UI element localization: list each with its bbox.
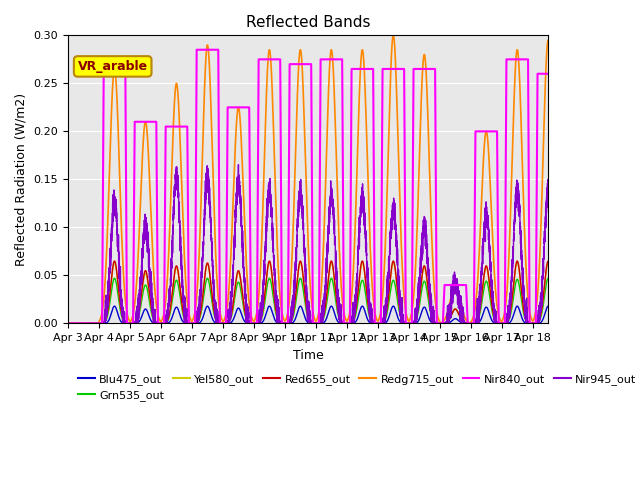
Redg715_out: [390, 33, 397, 38]
Red655_out: [560, 321, 568, 326]
Yel580_out: [458, 318, 466, 324]
Nir945_out: [458, 313, 466, 319]
Blu475_out: [545, 303, 552, 309]
Red655_out: [64, 321, 72, 326]
Yel580_out: [379, 319, 387, 325]
Grn535_out: [64, 321, 72, 326]
Nir840_out: [458, 282, 466, 288]
Blu475_out: [64, 321, 72, 326]
Red655_out: [458, 318, 466, 324]
Nir840_out: [89, 321, 97, 326]
Red655_out: [545, 258, 552, 264]
Redg715_out: [89, 321, 97, 326]
Y-axis label: Reflected Radiation (W/m2): Reflected Radiation (W/m2): [15, 93, 28, 266]
Grn535_out: [358, 279, 365, 285]
Nir945_out: [379, 318, 387, 324]
Yel580_out: [545, 260, 552, 266]
Title: Reflected Bands: Reflected Bands: [246, 15, 371, 30]
Blu475_out: [458, 320, 466, 326]
Yel580_out: [89, 321, 97, 326]
Line: Red655_out: Red655_out: [68, 261, 564, 324]
Line: Blu475_out: Blu475_out: [68, 306, 564, 324]
Yel580_out: [244, 318, 252, 324]
Redg715_out: [458, 305, 466, 311]
Nir945_out: [560, 321, 568, 326]
Redg715_out: [379, 288, 387, 294]
Nir945_out: [244, 314, 252, 320]
Nir840_out: [560, 321, 568, 326]
Line: Nir840_out: Nir840_out: [68, 50, 564, 324]
Nir945_out: [235, 162, 243, 168]
Red655_out: [379, 319, 387, 325]
Nir840_out: [193, 47, 200, 53]
Blu475_out: [560, 321, 568, 326]
Red655_out: [358, 261, 365, 266]
Red655_out: [89, 321, 97, 326]
Blu475_out: [379, 321, 387, 326]
Yel580_out: [64, 321, 72, 326]
Line: Grn535_out: Grn535_out: [68, 278, 564, 324]
Grn535_out: [379, 320, 387, 325]
Redg715_out: [560, 321, 568, 326]
Nir840_out: [358, 66, 365, 72]
Red655_out: [431, 320, 439, 326]
Grn535_out: [458, 318, 466, 324]
Nir840_out: [379, 66, 387, 72]
Legend: Blu475_out, Grn535_out, Yel580_out, Red655_out, Redg715_out, Nir840_out, Nir945_: Blu475_out, Grn535_out, Yel580_out, Red6…: [74, 369, 640, 406]
Redg715_out: [358, 52, 365, 58]
Grn535_out: [244, 318, 252, 324]
Nir840_out: [432, 135, 440, 141]
Line: Yel580_out: Yel580_out: [68, 263, 564, 324]
Redg715_out: [432, 300, 440, 306]
Yel580_out: [431, 320, 439, 326]
Blu475_out: [244, 320, 252, 326]
Redg715_out: [244, 280, 252, 286]
Yel580_out: [560, 321, 568, 326]
Nir945_out: [432, 320, 440, 325]
Blu475_out: [431, 321, 439, 326]
Text: VR_arable: VR_arable: [77, 60, 148, 73]
Line: Redg715_out: Redg715_out: [68, 36, 564, 324]
Nir945_out: [64, 321, 72, 326]
Grn535_out: [431, 320, 439, 326]
Yel580_out: [358, 262, 365, 268]
Blu475_out: [358, 304, 365, 310]
Grn535_out: [89, 321, 97, 326]
Grn535_out: [560, 321, 568, 326]
Line: Nir945_out: Nir945_out: [68, 165, 564, 324]
X-axis label: Time: Time: [292, 349, 323, 362]
Blu475_out: [89, 321, 97, 326]
Nir945_out: [358, 197, 365, 203]
Red655_out: [244, 318, 252, 324]
Nir840_out: [244, 105, 252, 110]
Redg715_out: [64, 321, 72, 326]
Nir945_out: [89, 321, 97, 326]
Grn535_out: [545, 276, 552, 281]
Nir840_out: [64, 321, 72, 326]
